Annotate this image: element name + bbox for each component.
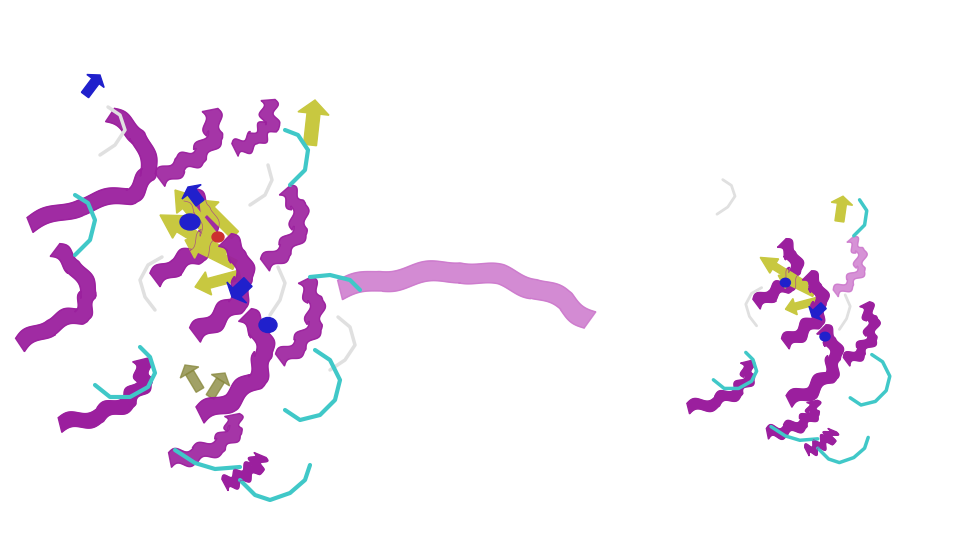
Polygon shape [169,414,243,468]
Polygon shape [16,244,96,352]
Polygon shape [155,108,223,186]
Polygon shape [185,237,205,258]
Polygon shape [777,273,792,288]
Polygon shape [176,222,228,259]
Polygon shape [297,100,328,115]
Polygon shape [87,75,104,88]
Polygon shape [261,185,309,271]
Polygon shape [832,237,866,297]
Polygon shape [303,113,320,146]
Polygon shape [27,108,157,232]
Polygon shape [206,207,238,239]
Polygon shape [785,299,797,315]
Polygon shape [174,190,197,213]
Polygon shape [196,308,274,423]
Polygon shape [58,358,152,432]
Polygon shape [182,185,201,199]
Ellipse shape [259,318,277,332]
Polygon shape [834,203,846,222]
Polygon shape [804,428,838,456]
Polygon shape [150,189,219,287]
Polygon shape [207,270,241,288]
Polygon shape [189,234,255,342]
Ellipse shape [819,332,829,341]
Polygon shape [227,282,246,303]
Polygon shape [337,261,595,328]
Ellipse shape [180,214,200,230]
Polygon shape [211,373,230,386]
Ellipse shape [212,232,224,242]
Polygon shape [200,200,219,219]
Polygon shape [187,189,203,206]
Ellipse shape [779,278,790,287]
Polygon shape [233,277,252,297]
Polygon shape [180,365,199,378]
Polygon shape [760,257,778,273]
Polygon shape [185,370,203,392]
Polygon shape [830,196,852,205]
Polygon shape [182,202,219,244]
Polygon shape [766,401,820,439]
Polygon shape [812,302,826,316]
Polygon shape [686,360,754,414]
Polygon shape [842,302,879,366]
Polygon shape [785,325,843,407]
Polygon shape [771,263,808,289]
Polygon shape [794,297,818,310]
Polygon shape [787,277,815,296]
Polygon shape [808,306,821,320]
Polygon shape [222,452,267,490]
Polygon shape [752,239,803,309]
Polygon shape [198,243,237,269]
Polygon shape [195,272,211,295]
Polygon shape [206,378,224,399]
Polygon shape [275,277,326,366]
Polygon shape [81,78,99,98]
Polygon shape [160,215,186,238]
Polygon shape [232,99,280,156]
Polygon shape [781,271,828,349]
